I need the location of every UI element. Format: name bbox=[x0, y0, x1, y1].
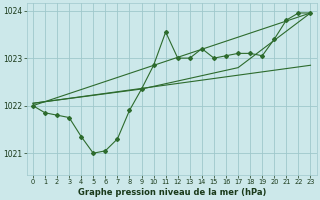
X-axis label: Graphe pression niveau de la mer (hPa): Graphe pression niveau de la mer (hPa) bbox=[77, 188, 266, 197]
